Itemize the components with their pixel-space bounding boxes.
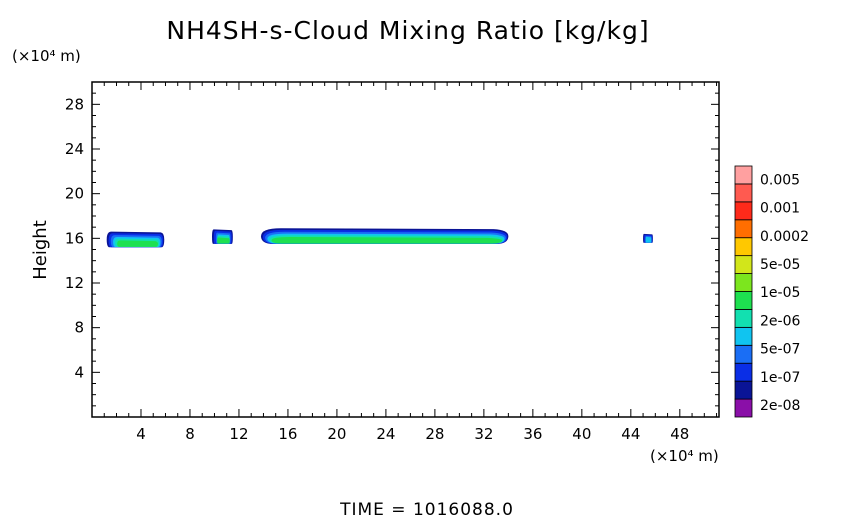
- colorbar-swatch: [734, 326, 753, 346]
- colorbar-level-label: 1e-07: [760, 370, 800, 386]
- cloud-contour-band: [645, 236, 652, 243]
- colorbar-swatch: [734, 219, 753, 239]
- colorbar-swatch: [734, 398, 753, 418]
- colorbar-level-label: 2e-06: [760, 313, 800, 329]
- x-tick-label: 40: [572, 425, 591, 443]
- x-axis-unit: (×10⁴ m): [650, 447, 719, 465]
- x-tick-label: 16: [278, 425, 297, 443]
- x-tick-label: 4: [136, 425, 146, 443]
- cloud-region: [260, 228, 509, 244]
- colorbar-swatch: [734, 273, 753, 292]
- chart-title: NH4SH-s-Cloud Mixing Ratio [kg/kg]: [166, 16, 649, 45]
- cloud-region: [106, 231, 165, 248]
- colorbar-level-label: 2e-08: [760, 398, 800, 414]
- colorbar-swatch: [734, 201, 753, 221]
- x-tick-label: 20: [327, 425, 346, 443]
- x-tick-label: 12: [229, 425, 248, 443]
- y-tick-label: 28: [65, 95, 84, 113]
- cloud-contour-band: [217, 237, 230, 244]
- cloud-region: [643, 233, 653, 243]
- colorbar-swatch: [734, 255, 753, 274]
- colorbar-swatch: [734, 380, 753, 400]
- x-tick-label: 24: [376, 425, 395, 443]
- time-readout: TIME = 1016088.0: [339, 500, 514, 519]
- cloud-contour-band: [117, 240, 158, 247]
- colorbar-swatch: [734, 309, 753, 328]
- cloud-layer: [106, 228, 653, 248]
- y-tick-label: 4: [74, 363, 84, 381]
- y-axis-unit: (×10⁴ m): [12, 47, 81, 65]
- cloud-region: [212, 229, 233, 244]
- y-tick-label: 16: [65, 229, 84, 247]
- y-tick-label: 12: [65, 274, 84, 292]
- colorbar-level-label: 0.001: [760, 201, 800, 217]
- colorbar-swatch: [734, 237, 753, 257]
- colorbar-swatch: [734, 362, 753, 382]
- cloud-contour-band: [271, 237, 503, 244]
- colorbar-swatch: [734, 183, 753, 203]
- plot-frame: [91, 81, 720, 418]
- x-tick-label: 8: [185, 425, 195, 443]
- colorbar-swatch: [734, 344, 753, 364]
- x-tick-label: 44: [621, 425, 640, 443]
- colorbar-level-label: 0.005: [760, 172, 800, 188]
- y-tick-label: 24: [65, 140, 84, 158]
- y-axis-label: Height: [30, 220, 51, 280]
- x-tick-label: 48: [670, 425, 689, 443]
- x-tick-label: 36: [523, 425, 542, 443]
- y-tick-label: 20: [65, 185, 84, 203]
- colorbar-level-label: 0.0002: [760, 229, 809, 245]
- colorbar-level-label: 1e-05: [760, 285, 800, 301]
- x-tick-label: 28: [425, 425, 444, 443]
- x-tick-label: 32: [474, 425, 493, 443]
- colorbar-swatch: [734, 165, 753, 185]
- y-tick-label: 8: [74, 319, 84, 337]
- colorbar-swatch: [734, 291, 753, 310]
- colorbar-level-label: 5e-05: [760, 257, 800, 273]
- colorbar: 2e-08 1e-07 5e-07 2e-06 1e-05 5e-05 0.0002 0.00…: [734, 165, 809, 418]
- colorbar-level-label: 5e-07: [760, 342, 800, 358]
